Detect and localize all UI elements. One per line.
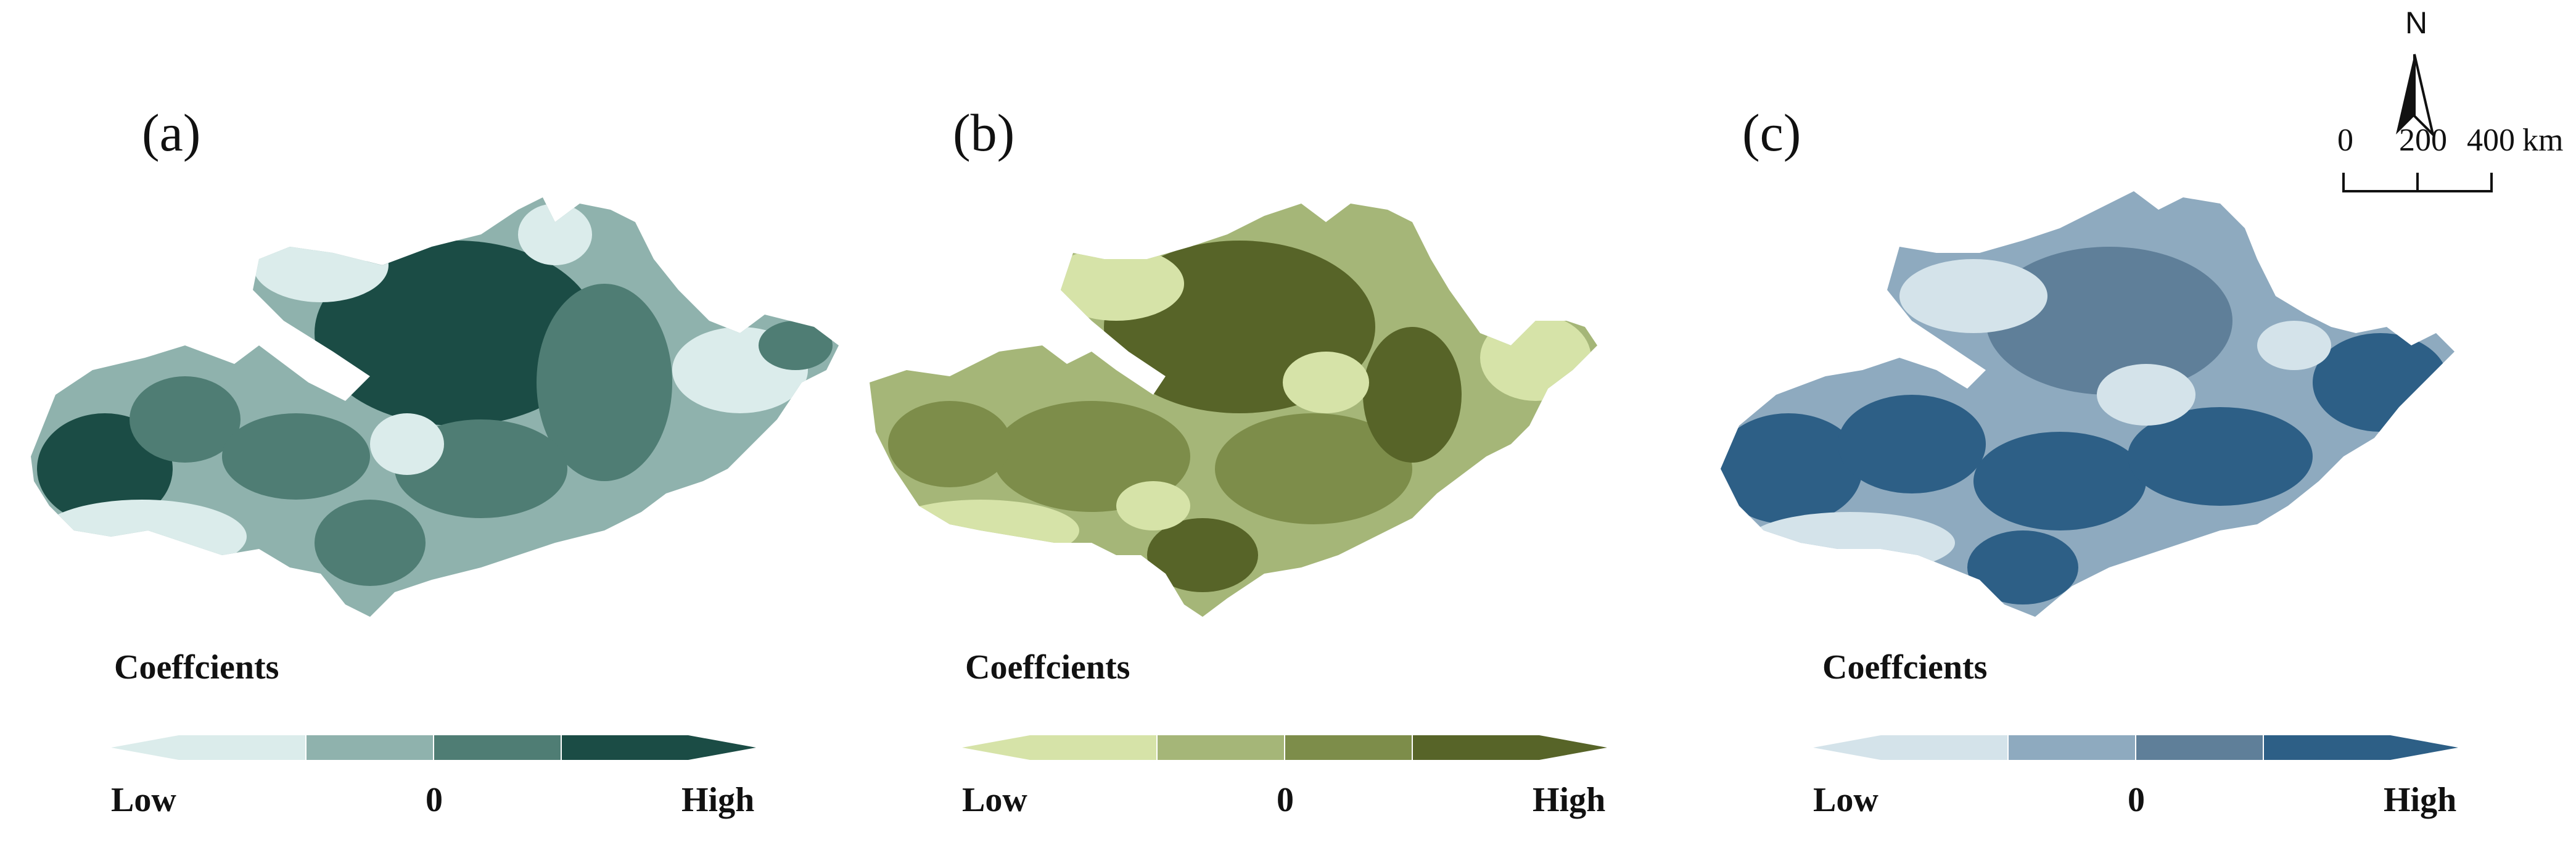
north-arrow-icon	[2396, 54, 2435, 139]
legend-class-1	[1881, 735, 2007, 760]
panel-c: (c) Coeffcients Low 0 Hig	[1714, 0, 2572, 858]
legend-high-arrow	[688, 735, 756, 760]
legend-low-label: Low	[1813, 781, 1879, 819]
legend-title: Coeffcients	[1822, 648, 1988, 687]
panel-b: (b) Coeffcients Low 0 Hig	[857, 0, 1714, 858]
panel-a: (a) Coeffcients	[0, 0, 857, 858]
legend-high-arrow	[2390, 735, 2458, 760]
panel-label: (b)	[953, 103, 1015, 162]
legend-title: Coeffcients	[114, 648, 279, 687]
legend-high-label: High	[2384, 781, 2457, 819]
legend-high-arrow	[1539, 735, 1607, 760]
legend-class-1	[1030, 735, 1156, 760]
scale-label-0: 0	[2337, 123, 2353, 158]
legend-title: Coeffcients	[965, 648, 1130, 687]
legend-zero-label: 0	[426, 781, 443, 819]
legend-colorbar	[962, 735, 1607, 760]
coefficient-map	[1721, 191, 2455, 617]
legend-high-label: High	[1533, 781, 1606, 819]
scale-unit: km	[2522, 123, 2564, 158]
legend-class-4	[1413, 735, 1539, 760]
legend-colorbar	[111, 735, 756, 760]
north-label: N	[2405, 6, 2428, 40]
legend-class-2	[1158, 735, 1284, 760]
legend-low-arrow	[111, 735, 179, 760]
legend-class-3	[434, 735, 561, 760]
legend-high-label: High	[681, 781, 755, 819]
scale-bar	[2342, 173, 2493, 192]
legend-class-3	[1285, 735, 1412, 760]
scale-label-400: 400	[2467, 123, 2515, 158]
legend-low-label: Low	[111, 781, 176, 819]
legend-class-4	[2264, 735, 2390, 760]
legend-class-2	[2009, 735, 2135, 760]
legend-class-2	[307, 735, 433, 760]
coefficient-map	[870, 204, 1597, 617]
legend-colorbar	[1813, 735, 2458, 760]
legend-zero-label: 0	[1277, 781, 1294, 819]
legend-low-label: Low	[962, 781, 1027, 819]
scale-label-200: 200	[2399, 123, 2447, 158]
legend-class-3	[2136, 735, 2263, 760]
coefficient-patches	[37, 204, 833, 586]
legend-class-4	[562, 735, 688, 760]
legend-low-arrow	[962, 735, 1030, 760]
legend-class-1	[179, 735, 305, 760]
coefficient-map	[31, 197, 839, 617]
panel-label: (c)	[1742, 103, 1801, 162]
legend-low-arrow	[1813, 735, 1881, 760]
legend-zero-label: 0	[2128, 781, 2145, 819]
panel-label: (a)	[142, 103, 201, 162]
